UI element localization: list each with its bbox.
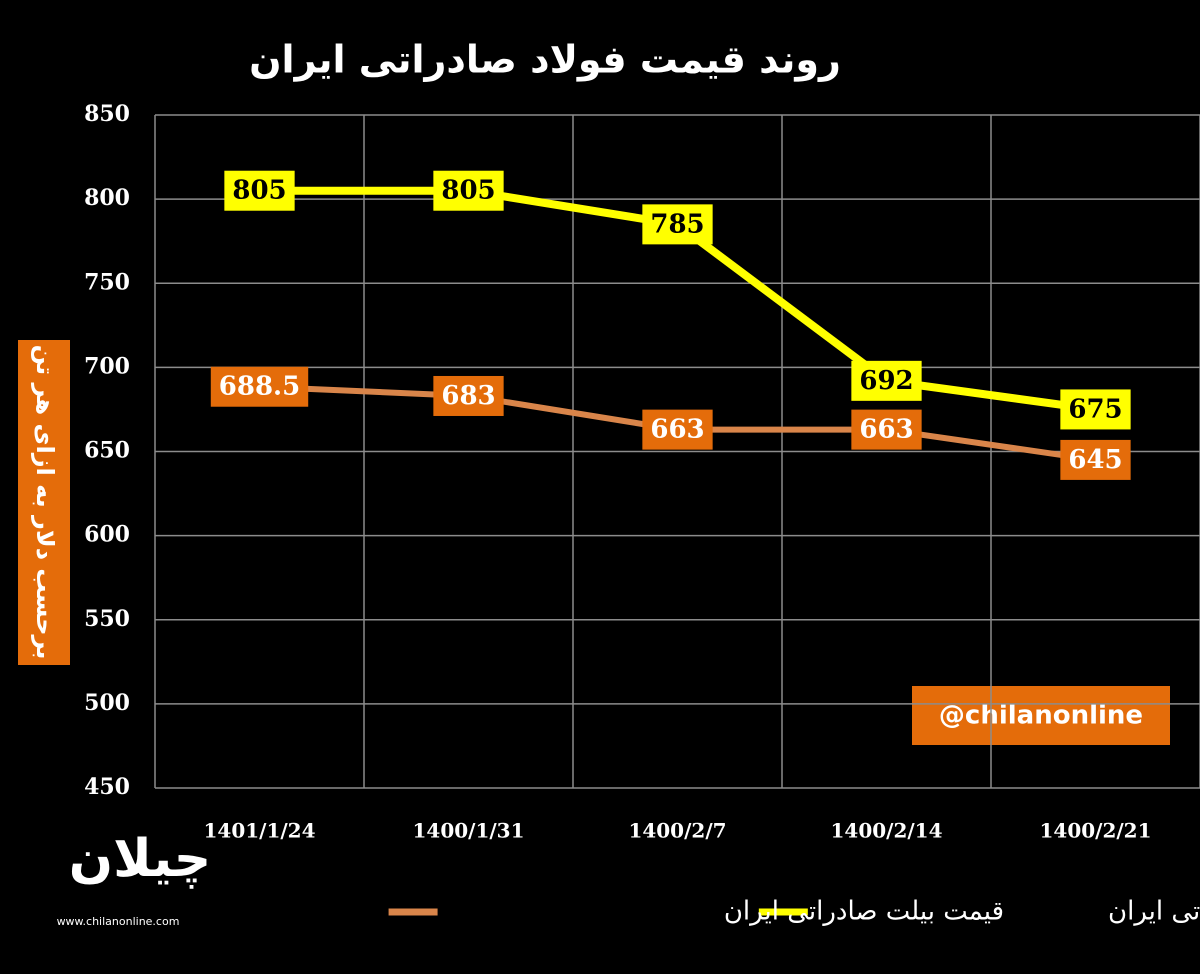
data-label: 785: [650, 209, 704, 239]
watermark: @chilanonline: [939, 701, 1143, 731]
y-tick-label: 600: [84, 522, 130, 548]
data-label: 805: [232, 176, 286, 206]
chart-title: روند قیمت فولاد صادراتی ایران: [249, 38, 841, 83]
x-tick-label: 1400/2/14: [830, 819, 942, 843]
y-tick-label: 750: [84, 269, 130, 295]
data-label-box: [851, 409, 922, 450]
data-label-box: [642, 204, 713, 245]
data-label: 683: [441, 381, 495, 411]
logo: چیلان: [69, 829, 212, 889]
data-label-box: [1060, 389, 1131, 430]
x-tick-label: 1400/2/7: [628, 819, 726, 843]
data-label: 645: [1068, 445, 1122, 475]
data-label-box: [224, 170, 295, 211]
data-label: 663: [650, 415, 704, 445]
data-label-box: [210, 366, 309, 407]
legend-label: قیمت بیلت صادراتی ایران: [724, 897, 1004, 927]
data-label: 663: [859, 415, 913, 445]
data-label: 688.5: [219, 372, 300, 402]
y-tick-label: 700: [84, 353, 130, 379]
data-label-box: [433, 170, 504, 211]
y-tick-label: 450: [84, 774, 130, 800]
y-axis-label: برحسب دلار به ازای هر تن: [31, 345, 59, 660]
y-tick-label: 500: [84, 690, 130, 716]
y-tick-label: 550: [84, 606, 130, 632]
data-label-box: [1060, 439, 1131, 480]
legend-label: قیمت اسلب صادراتی ایران: [1108, 897, 1200, 927]
x-tick-label: 1400/2/21: [1039, 819, 1151, 843]
y-tick-label: 650: [84, 438, 130, 464]
x-tick-label: 1401/1/24: [203, 819, 315, 843]
x-tick-label: 1400/1/31: [412, 819, 524, 843]
data-label: 805: [441, 176, 495, 206]
watermark-box: [912, 686, 1170, 745]
data-label-box: [851, 360, 922, 401]
data-label-box: [433, 375, 504, 416]
y-tick-label: 800: [84, 185, 130, 211]
y-label-box: [18, 340, 70, 665]
data-label-box: [642, 409, 713, 450]
website: www.chilanonline.com: [57, 915, 180, 928]
data-label: 692: [859, 366, 913, 396]
y-tick-label: 850: [84, 101, 130, 127]
data-label: 675: [1068, 394, 1122, 424]
